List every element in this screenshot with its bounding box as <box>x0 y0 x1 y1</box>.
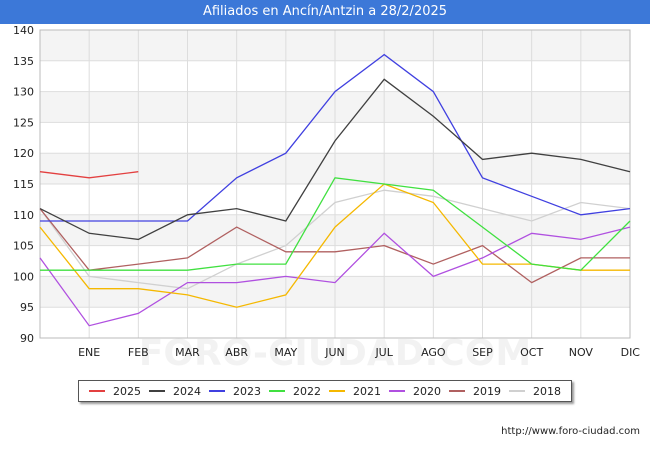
x-tick-label: OCT <box>520 346 543 359</box>
legend-swatch <box>149 390 165 392</box>
source-url: http://www.foro-ciudad.com <box>501 426 640 437</box>
x-tick-label: AGO <box>421 346 446 359</box>
legend-label: 2025 <box>113 384 141 398</box>
x-tick-label: FEB <box>128 346 149 359</box>
legend-label: 2019 <box>473 384 501 398</box>
legend-label: 2021 <box>353 384 381 398</box>
legend: 2025 2024 2023 2022 2021 2020 2019 2018 <box>78 380 572 402</box>
y-tick-label: 115 <box>13 178 34 191</box>
y-tick-label: 135 <box>13 55 34 68</box>
y-tick-label: 130 <box>13 86 34 99</box>
legend-item-2018: 2018 <box>509 385 561 398</box>
y-tick-label: 125 <box>13 116 34 129</box>
legend-swatch <box>329 390 345 392</box>
x-tick-label: ENE <box>78 346 100 359</box>
chart-title: Afiliados en Ancín/Antzin a 28/2/2025 <box>202 4 448 19</box>
y-tick-label: 100 <box>13 270 34 283</box>
legend-item-2025: 2025 <box>89 385 141 398</box>
series-line-2020 <box>39 226 631 327</box>
legend-swatch <box>449 390 465 392</box>
legend-label: 2023 <box>233 384 261 398</box>
legend-swatch <box>89 390 105 392</box>
legend-item-2021: 2021 <box>329 385 381 398</box>
legend-label: 2022 <box>293 384 321 398</box>
legend-item-2024: 2024 <box>149 385 201 398</box>
series-line-2018 <box>39 189 631 290</box>
x-tick-label: MAR <box>175 346 200 359</box>
x-tick-label: DIC <box>621 346 641 359</box>
legend-swatch <box>509 390 525 392</box>
y-tick-label: 95 <box>20 301 34 314</box>
watermark: FORO-CIUDAD.COM <box>139 333 531 374</box>
series-line-2019 <box>39 208 630 284</box>
y-tick-label: 90 <box>20 332 34 345</box>
legend-swatch <box>209 390 225 392</box>
legend-item-2019: 2019 <box>449 385 501 398</box>
legend-item-2020: 2020 <box>389 385 441 398</box>
y-tick-label: 110 <box>13 209 34 222</box>
x-tick-label: NOV <box>569 346 594 359</box>
series-line-2022 <box>40 177 631 271</box>
plot-frame <box>39 29 631 339</box>
title-bar: Afiliados en Ancín/Antzin a 28/2/2025 <box>0 0 650 24</box>
y-tick-label: 105 <box>13 240 34 253</box>
x-tick-label: JUN <box>324 346 345 359</box>
legend-label: 2020 <box>413 384 441 398</box>
y-tick-label: 140 <box>13 24 34 37</box>
series-line-2024 <box>39 78 631 241</box>
y-tick-label: 120 <box>13 147 34 160</box>
series-line-2023 <box>40 53 631 222</box>
legend-swatch <box>269 390 285 392</box>
legend-item-2023: 2023 <box>209 385 261 398</box>
x-tick-label: JUL <box>374 346 393 359</box>
legend-label: 2024 <box>173 384 201 398</box>
legend-swatch <box>389 390 405 392</box>
legend-label: 2018 <box>533 384 561 398</box>
series-line-2025 <box>39 171 139 179</box>
x-tick-label: MAY <box>274 346 297 359</box>
legend-item-2022: 2022 <box>269 385 321 398</box>
x-tick-label: ABR <box>225 346 248 359</box>
x-tick-label: SEP <box>472 346 493 359</box>
